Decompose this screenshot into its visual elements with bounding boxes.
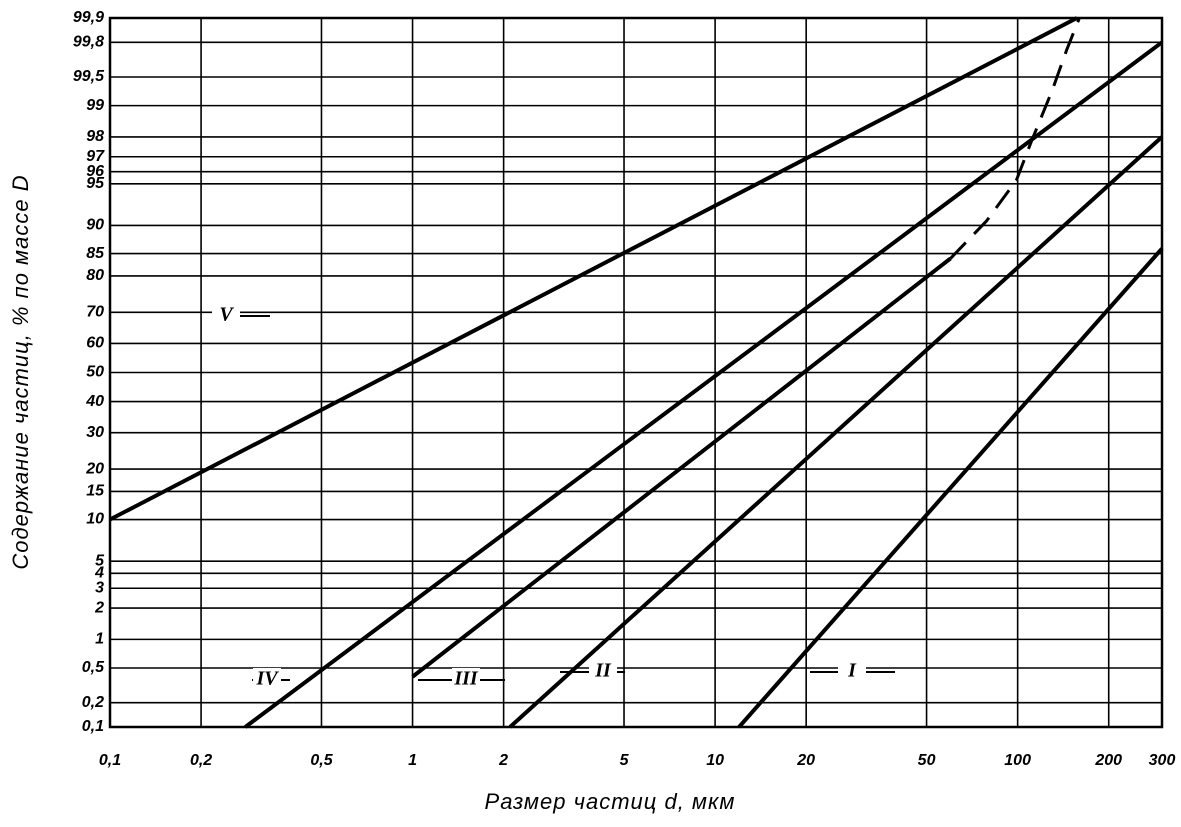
series-label: II [594,660,612,682]
series-line [949,17,1081,260]
y-tick-label: 99 [86,97,104,114]
y-tick-label: 0,5 [82,659,105,676]
x-tick-label: 1 [408,752,417,769]
x-axis-label: Размер частиц d, мкм [485,789,736,814]
series-line [508,135,1164,729]
y-tick-label: 96 [86,163,104,180]
y-tick-label: 80 [86,267,104,284]
series-label: IV [255,668,279,690]
x-tick-label: 0,5 [310,752,333,769]
y-tick-label: 30 [86,424,104,441]
y-tick-label: 4 [94,565,104,582]
x-tick-label: 20 [796,752,815,769]
y-tick-label: 15 [86,483,105,500]
plot-frame [108,16,1164,729]
series-line [244,40,1164,729]
x-tick-label: 300 [1149,752,1176,769]
x-tick-label: 50 [918,752,936,769]
y-tick-label: 3 [95,579,104,596]
series-label: III [453,668,479,690]
y-tick-label: 85 [86,245,105,262]
y-tick-label: 99,9 [73,9,104,26]
y-tick-label: 70 [86,304,104,321]
y-tick-label: 50 [86,364,104,381]
y-tick-label: 60 [86,335,104,352]
y-tick-label: 1 [95,631,104,648]
y-axis-label: Содержание частиц, % по массе D [8,174,33,569]
x-tick-label: 200 [1094,752,1122,769]
y-tick-label: 40 [85,393,104,410]
y-tick-label: 98 [86,128,104,145]
series-line [411,256,952,679]
x-tick-label: 100 [1004,752,1031,769]
y-tick-label: 10 [86,511,104,528]
y-tick-label: 0,1 [82,718,104,735]
y-tick-label: 90 [86,217,104,234]
y-tick-label: 0,2 [82,694,104,711]
label-bg [589,660,617,684]
series-label: I [847,660,857,682]
y-tick-label: 95 [86,175,105,192]
x-tick-label: 5 [620,752,630,769]
y-tick-label: 97 [86,148,105,165]
y-tick-label: 5 [95,552,105,569]
series-line [109,16,1078,522]
x-tick-label: 2 [498,752,508,769]
y-tick-label: 99,5 [73,68,105,85]
y-tick-label: 99,8 [73,34,104,51]
label-bg [212,304,240,328]
series-label: V [219,304,234,326]
x-tick-label: 0,2 [190,752,212,769]
x-tick-label: 10 [706,752,724,769]
series-line [737,247,1164,729]
x-tick-label: 0,1 [99,752,121,769]
label-bg [253,668,281,692]
y-tick-label: 2 [94,599,104,616]
label-bg [838,660,866,684]
label-bg [452,668,480,692]
y-tick-label: 20 [85,460,104,477]
